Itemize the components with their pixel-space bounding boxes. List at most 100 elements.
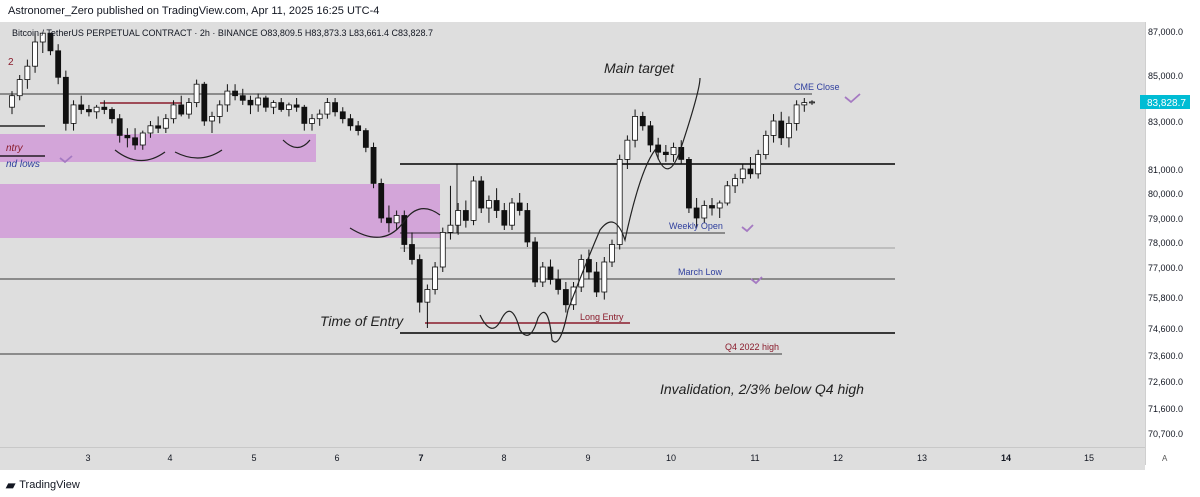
drawing-arc-2 xyxy=(174,149,223,159)
time-tick-label: 6 xyxy=(334,453,339,463)
candle-down xyxy=(593,271,600,293)
price-tick-label: 75,800.0 xyxy=(1148,293,1183,303)
drawing-arc-3 xyxy=(282,139,311,149)
publisher-line: Astronomer_Zero published on TradingView… xyxy=(8,5,380,17)
label-two-cut: 2 xyxy=(8,57,14,68)
time-tick-label: 10 xyxy=(666,453,676,463)
candle-down xyxy=(778,120,785,139)
last-price-badge xyxy=(1140,95,1190,109)
candle-up xyxy=(193,83,200,103)
candle-up xyxy=(601,261,608,293)
time-tick-label: 5 xyxy=(251,453,256,463)
candle-up xyxy=(447,224,454,233)
check-icon-2 xyxy=(844,93,861,104)
tradingview-logo-text: TradingView xyxy=(19,479,80,491)
candle-down xyxy=(547,266,554,280)
candle-down xyxy=(747,168,754,175)
candle-up xyxy=(170,104,177,120)
candle-down xyxy=(378,182,385,219)
candle-up xyxy=(432,266,438,290)
candle-down xyxy=(355,125,362,132)
price-labels-group: 87,000.0 85,000.0 83,000.0 81,000.0 80,000.0… xyxy=(1148,27,1183,439)
candle-down xyxy=(555,279,562,290)
chart-pane[interactable] xyxy=(0,22,1145,465)
candle-up xyxy=(486,200,492,209)
candle-up xyxy=(509,202,515,226)
candle-down xyxy=(262,97,269,108)
time-tick-label: 15 xyxy=(1084,453,1094,463)
candle-up xyxy=(632,116,638,141)
candle-up xyxy=(393,215,400,224)
candle-down xyxy=(524,210,531,243)
time-tick-label: 3 xyxy=(85,453,90,463)
candle-down xyxy=(62,76,69,124)
annotation-invalidation: Invalidation, 2/3% below Q4 high xyxy=(660,381,864,397)
candle-down xyxy=(501,210,508,226)
tradingview-logo[interactable]: ▰ TradingView xyxy=(6,478,80,492)
candle-up xyxy=(670,146,677,155)
candle-up xyxy=(424,289,431,303)
candle-down xyxy=(301,106,308,124)
candle-up xyxy=(147,125,154,134)
candle-up xyxy=(786,123,792,139)
candle-down xyxy=(386,217,392,224)
candle-up xyxy=(701,205,708,219)
zone-lower xyxy=(0,184,440,238)
candle-up xyxy=(578,259,585,288)
candle-down xyxy=(124,134,131,139)
time-axis[interactable] xyxy=(0,447,1145,470)
candle-down xyxy=(347,118,354,127)
price-tick-label: 87,000.0 xyxy=(1148,27,1183,37)
candle-up xyxy=(209,116,215,122)
label-long-entry: Long Entry xyxy=(580,312,624,322)
candle-up xyxy=(793,104,800,124)
time-labels-group: 3 4 5 6 7 8 9 10 11 12 13 14 15 xyxy=(85,453,1094,463)
candle-down xyxy=(293,104,300,108)
candle-up xyxy=(255,97,262,106)
check-icon-3 xyxy=(741,224,754,233)
candle-up xyxy=(93,106,100,113)
annotation-main-target: Main target xyxy=(604,60,675,76)
candle-down xyxy=(86,109,92,113)
candle-down xyxy=(239,95,246,101)
price-tick-label: 85,000.0 xyxy=(1148,71,1183,81)
candle-down xyxy=(493,200,500,211)
candle-down xyxy=(462,210,469,221)
candle-up xyxy=(162,118,169,129)
candle-up xyxy=(286,104,292,110)
candle-up xyxy=(739,168,746,179)
tradingview-logo-icon: ▰ xyxy=(6,478,16,492)
candle-up xyxy=(801,102,808,106)
candle-down xyxy=(686,158,692,209)
candle-up xyxy=(732,178,738,187)
candle-up xyxy=(470,180,477,221)
label-weekly-open: Weekly Open xyxy=(669,221,723,231)
candle-down xyxy=(278,102,285,110)
zone-upper xyxy=(0,134,316,162)
price-tick-label: 80,000.0 xyxy=(1148,189,1183,199)
candle-down xyxy=(78,104,85,110)
candle-up xyxy=(616,158,623,245)
check-icon-1 xyxy=(59,155,73,164)
candle-down xyxy=(370,146,377,184)
candle-down xyxy=(247,99,254,106)
time-tick-label: 12 xyxy=(833,453,843,463)
candle-up xyxy=(186,102,192,115)
candle-up xyxy=(39,32,46,43)
check-icon-4 xyxy=(750,276,763,285)
candle-up xyxy=(809,101,815,104)
candle-down xyxy=(401,215,408,245)
time-tick-label: 8 xyxy=(501,453,506,463)
annotation-time-of-entry: Time of Entry xyxy=(320,313,404,329)
candle-down xyxy=(47,32,54,52)
candle-up xyxy=(24,65,31,80)
symbol-legend: Bitcoin / TetherUS PERPETUAL CONTRACT · … xyxy=(12,28,434,38)
candle-up xyxy=(770,120,777,136)
drawing-wave xyxy=(479,77,701,343)
candle-up xyxy=(439,231,446,268)
price-tick-label: 73,600.0 xyxy=(1148,351,1183,361)
candle-down xyxy=(647,125,654,146)
publisher-bar: Astronomer_Zero published on TradingView… xyxy=(0,0,1200,22)
candle-up xyxy=(624,139,631,160)
